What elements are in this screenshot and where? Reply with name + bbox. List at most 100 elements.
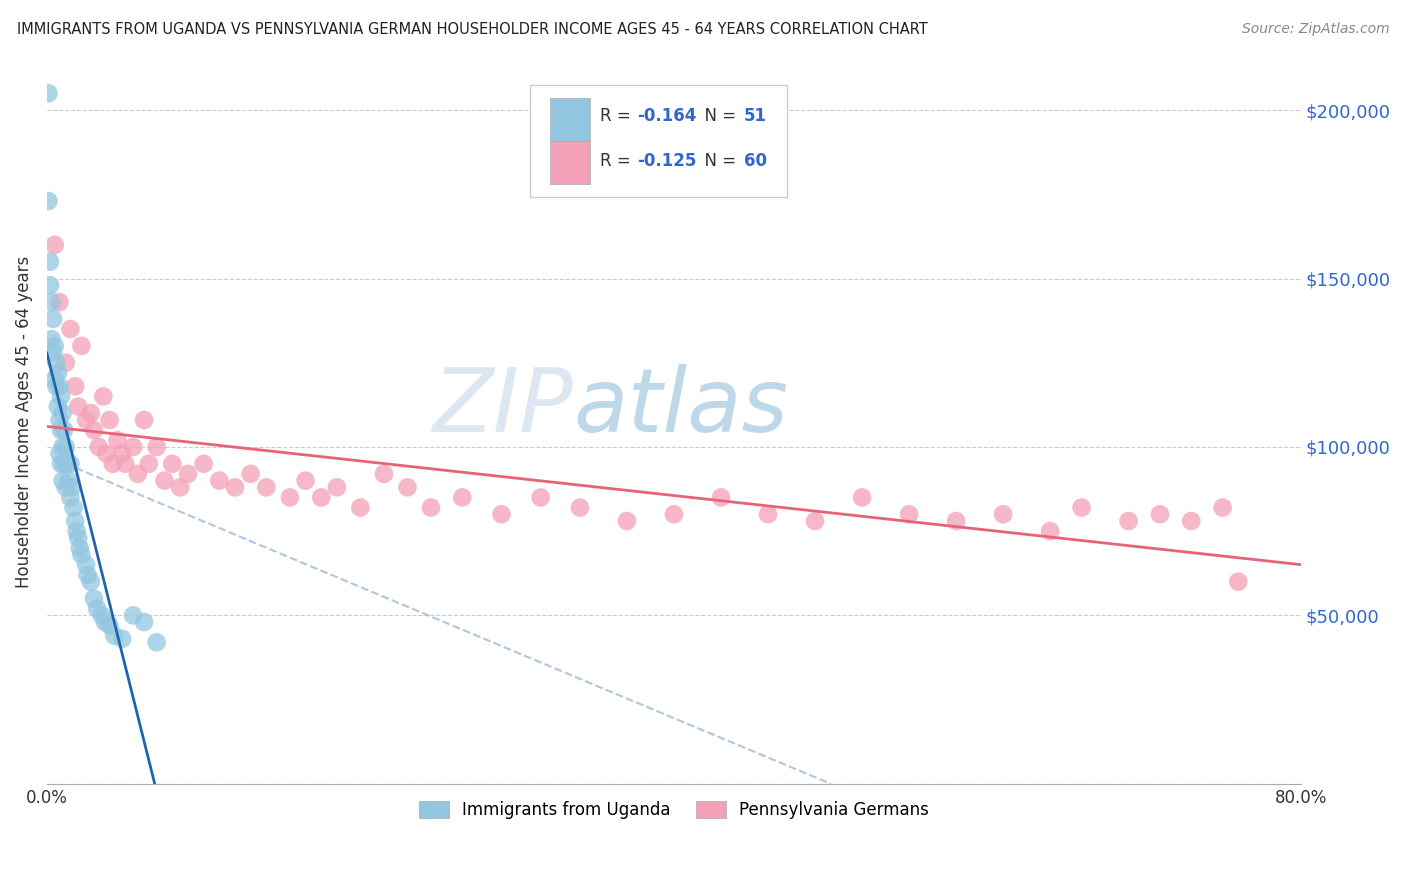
Point xyxy=(49,423,72,437)
Point xyxy=(91,389,114,403)
Point xyxy=(59,457,82,471)
Point xyxy=(945,514,967,528)
Point xyxy=(58,474,80,488)
Point xyxy=(373,467,395,481)
Point xyxy=(1039,524,1062,538)
Point xyxy=(44,339,66,353)
Point xyxy=(169,480,191,494)
Point xyxy=(530,491,553,505)
Point xyxy=(132,413,155,427)
Point xyxy=(1180,514,1202,528)
Point xyxy=(1227,574,1250,589)
Point xyxy=(66,524,89,538)
Point xyxy=(55,480,77,494)
Point xyxy=(59,322,82,336)
Point xyxy=(326,480,349,494)
Point xyxy=(42,312,65,326)
Point xyxy=(756,508,779,522)
Text: N =: N = xyxy=(695,107,741,125)
Point xyxy=(51,440,73,454)
Point xyxy=(41,332,63,346)
Point xyxy=(90,608,112,623)
Point xyxy=(127,467,149,481)
Point xyxy=(153,474,176,488)
Point xyxy=(851,491,873,505)
Point xyxy=(48,447,70,461)
Point xyxy=(898,508,921,522)
Point xyxy=(103,628,125,642)
Point xyxy=(568,500,591,515)
Point xyxy=(309,491,332,505)
Point xyxy=(67,531,90,545)
Point xyxy=(101,457,124,471)
Point xyxy=(48,379,70,393)
Point xyxy=(42,345,65,359)
Point xyxy=(451,491,474,505)
Point xyxy=(138,457,160,471)
Point xyxy=(62,500,84,515)
Point xyxy=(254,480,277,494)
Text: atlas: atlas xyxy=(574,364,789,450)
Point xyxy=(145,440,167,454)
Point xyxy=(37,194,59,208)
Point xyxy=(145,635,167,649)
Point xyxy=(1149,508,1171,522)
Point xyxy=(111,632,134,646)
Point xyxy=(55,440,77,454)
Point xyxy=(1212,500,1234,515)
Point xyxy=(63,379,86,393)
Point xyxy=(122,608,145,623)
Point xyxy=(51,406,73,420)
Text: -0.164: -0.164 xyxy=(637,107,697,125)
Point xyxy=(44,237,66,252)
Point xyxy=(177,467,200,481)
Point xyxy=(804,514,827,528)
Point xyxy=(396,480,419,494)
Point xyxy=(193,457,215,471)
Point xyxy=(53,457,76,471)
Point xyxy=(60,480,83,494)
Point xyxy=(46,366,69,380)
Point xyxy=(44,373,66,387)
Text: -0.125: -0.125 xyxy=(637,152,697,170)
Point xyxy=(45,379,67,393)
Point xyxy=(86,601,108,615)
Point xyxy=(710,491,733,505)
Point xyxy=(39,254,62,268)
Text: N =: N = xyxy=(695,152,741,170)
Point xyxy=(41,295,63,310)
Point xyxy=(94,615,117,629)
Point xyxy=(420,500,443,515)
Text: R =: R = xyxy=(600,152,636,170)
Point xyxy=(55,356,77,370)
FancyBboxPatch shape xyxy=(550,142,591,184)
Point xyxy=(491,508,513,522)
Point xyxy=(46,400,69,414)
Point xyxy=(107,433,129,447)
Point xyxy=(45,356,67,370)
Point xyxy=(75,558,97,572)
Point xyxy=(80,406,103,420)
Text: ZIP: ZIP xyxy=(433,364,574,450)
Point xyxy=(48,295,70,310)
Y-axis label: Householder Income Ages 45 - 64 years: Householder Income Ages 45 - 64 years xyxy=(15,255,32,588)
Text: 51: 51 xyxy=(744,107,768,125)
Point xyxy=(239,467,262,481)
Point xyxy=(132,615,155,629)
Point xyxy=(87,440,110,454)
Text: R =: R = xyxy=(600,107,636,125)
Point xyxy=(224,480,246,494)
Point xyxy=(56,457,79,471)
Point xyxy=(122,440,145,454)
Point xyxy=(53,423,76,437)
Point xyxy=(991,508,1014,522)
Point xyxy=(114,457,136,471)
Point xyxy=(96,447,118,461)
Point xyxy=(662,508,685,522)
FancyBboxPatch shape xyxy=(550,98,591,141)
Point xyxy=(98,413,121,427)
Point xyxy=(1118,514,1140,528)
Point xyxy=(83,423,105,437)
Point xyxy=(80,574,103,589)
Text: Source: ZipAtlas.com: Source: ZipAtlas.com xyxy=(1241,22,1389,37)
